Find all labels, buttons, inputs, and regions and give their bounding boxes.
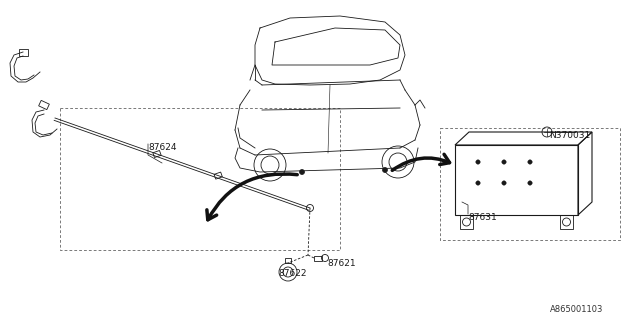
Circle shape xyxy=(476,181,480,185)
Text: 87631: 87631 xyxy=(468,213,497,222)
FancyArrowPatch shape xyxy=(207,174,297,220)
Text: 87622: 87622 xyxy=(278,269,307,278)
Text: 87621: 87621 xyxy=(327,260,356,268)
Circle shape xyxy=(528,160,532,164)
Circle shape xyxy=(502,181,506,185)
Circle shape xyxy=(528,181,532,185)
Text: 87624: 87624 xyxy=(148,143,177,153)
Circle shape xyxy=(502,160,506,164)
Text: A865001103: A865001103 xyxy=(550,306,603,315)
Circle shape xyxy=(383,167,387,172)
Text: N370031: N370031 xyxy=(549,131,590,140)
Circle shape xyxy=(300,170,305,174)
FancyArrowPatch shape xyxy=(392,154,449,170)
Circle shape xyxy=(476,160,480,164)
